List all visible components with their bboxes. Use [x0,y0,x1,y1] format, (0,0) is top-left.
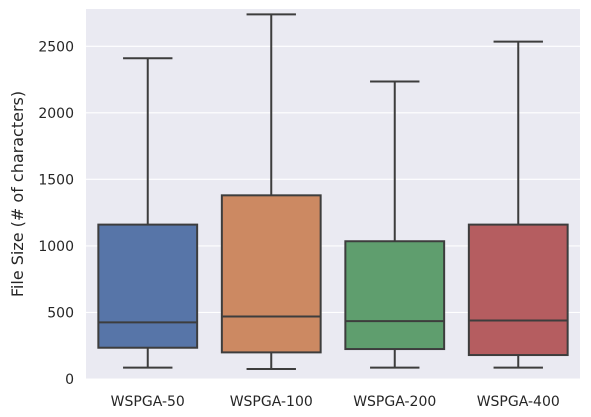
box-series [97,13,569,371]
x-tick-label: WSPGA-400 [477,394,560,410]
iqr-box [344,240,446,351]
y-axis-label: File Size (# of characters) [8,91,27,297]
iqr-box [97,223,199,349]
box-wspga-200 [344,80,446,369]
box-wspga-100 [220,13,322,371]
iqr-box [220,194,322,354]
y-tick-label: 2500 [38,39,74,55]
box-wspga-50 [97,57,199,369]
y-tick-label: 500 [47,305,74,321]
y-tick-label: 0 [65,372,74,388]
y-axis-ticks: 0 500 1000 1500 2000 2500 [38,39,74,388]
box-wspga-400 [467,40,569,369]
x-tick-label: WSPGA-200 [353,394,436,410]
y-tick-label: 1500 [38,172,74,188]
x-tick-label: WSPGA-100 [230,394,313,410]
y-tick-label: 2000 [38,106,74,122]
iqr-box [467,223,569,357]
x-tick-label: WSPGA-50 [111,394,185,410]
y-tick-label: 1000 [38,239,74,255]
x-axis-ticks: WSPGA-50 WSPGA-100 WSPGA-200 WSPGA-400 [111,394,560,410]
